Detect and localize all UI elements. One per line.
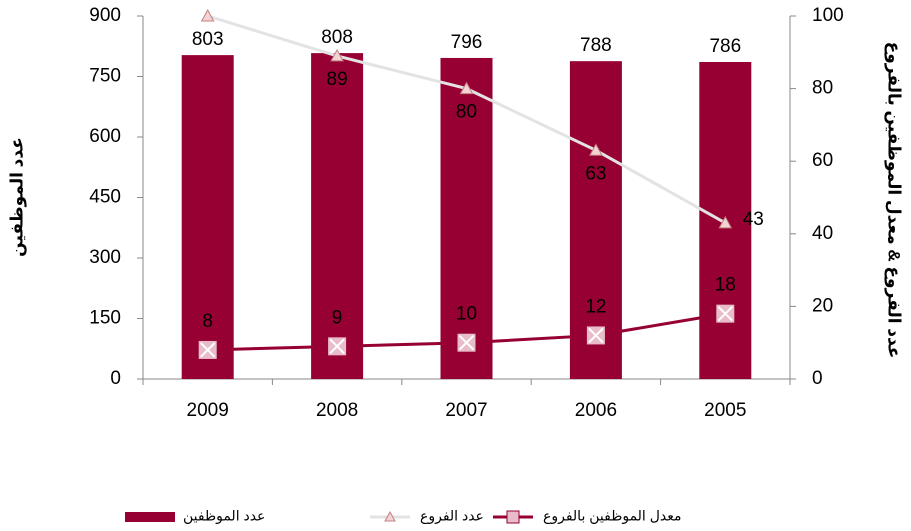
y-tick-label: 900 (89, 5, 121, 26)
legend-label: عدد الفروع (420, 508, 484, 525)
marker-x (588, 327, 604, 344)
y2-tick-label: 40 (812, 223, 833, 244)
data-label: 80 (456, 102, 477, 123)
legend-marker (384, 510, 396, 522)
bar (181, 55, 234, 380)
marker (200, 8, 215, 22)
data-label: 89 (327, 69, 348, 90)
data-label: 788 (580, 35, 612, 56)
y-tick-label: 150 (89, 308, 121, 329)
y2-tick-label: 80 (812, 78, 833, 99)
marker (718, 215, 733, 229)
marker (589, 143, 603, 156)
legend-label: معدل الموظفين بالفروع (543, 508, 682, 525)
marker-x (717, 305, 734, 322)
data-label: 10 (456, 304, 477, 325)
marker-x (329, 338, 345, 355)
data-label: 8 (202, 311, 213, 332)
y-tick-label: 600 (89, 126, 121, 147)
data-label: 786 (709, 36, 741, 57)
data-label: 796 (451, 32, 483, 53)
data-label: 9 (332, 307, 343, 328)
marker-x (458, 334, 475, 351)
bar (569, 61, 622, 379)
x-tick-label: 2006 (575, 400, 617, 421)
x-tick-label: 2005 (704, 400, 746, 421)
marker (459, 81, 474, 95)
x-tick-label: 2008 (316, 400, 358, 421)
data-label: 808 (321, 27, 353, 48)
y-tick-label: 0 (110, 368, 121, 389)
y-axis-title: عدد الموظفين (7, 137, 27, 257)
bar (440, 57, 493, 380)
data-label: 63 (585, 163, 606, 184)
y-tick-label: 300 (89, 247, 121, 268)
y2-tick-label: 60 (812, 150, 833, 171)
marker-x (199, 342, 216, 358)
y2-tick-label: 100 (812, 5, 844, 26)
data-label: 43 (743, 209, 764, 230)
bar (311, 53, 364, 380)
y2-axis-title: عدد الفروع & معدل الموظفين بالفروع (884, 42, 904, 359)
legend-swatch (125, 512, 175, 522)
legend-marker (506, 510, 520, 524)
y-tick-label: 450 (89, 187, 121, 208)
y-tick-label: 750 (89, 66, 121, 87)
x-tick-label: 2009 (187, 400, 229, 421)
data-label: 803 (192, 29, 224, 50)
legend-label: عدد الموظفين (183, 508, 265, 525)
data-label: 18 (715, 275, 736, 296)
y2-tick-label: 20 (812, 295, 833, 316)
y2-tick-label: 0 (812, 368, 823, 389)
x-tick-label: 2007 (445, 400, 487, 421)
data-label: 12 (585, 296, 606, 317)
marker (330, 48, 344, 62)
